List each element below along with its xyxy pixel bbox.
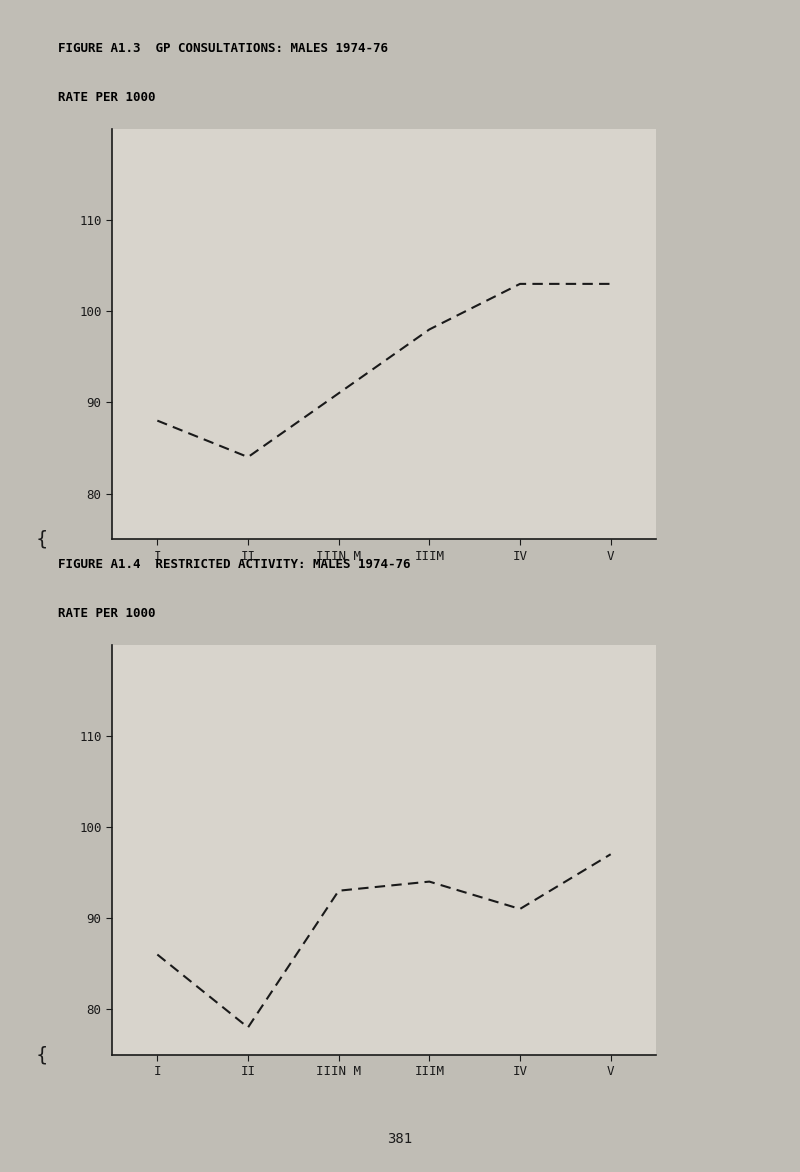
Text: FIGURE A1.4  RESTRICTED ACTIVITY: MALES 1974-76: FIGURE A1.4 RESTRICTED ACTIVITY: MALES 1… bbox=[58, 558, 410, 571]
Text: RATE PER 1000: RATE PER 1000 bbox=[58, 91, 155, 104]
Text: {: { bbox=[35, 1045, 48, 1064]
Text: FIGURE A1.3  GP CONSULTATIONS: MALES 1974-76: FIGURE A1.3 GP CONSULTATIONS: MALES 1974… bbox=[58, 42, 388, 55]
Text: 381: 381 bbox=[387, 1132, 413, 1146]
Text: RATE PER 1000: RATE PER 1000 bbox=[58, 607, 155, 620]
Text: {: { bbox=[35, 530, 48, 548]
